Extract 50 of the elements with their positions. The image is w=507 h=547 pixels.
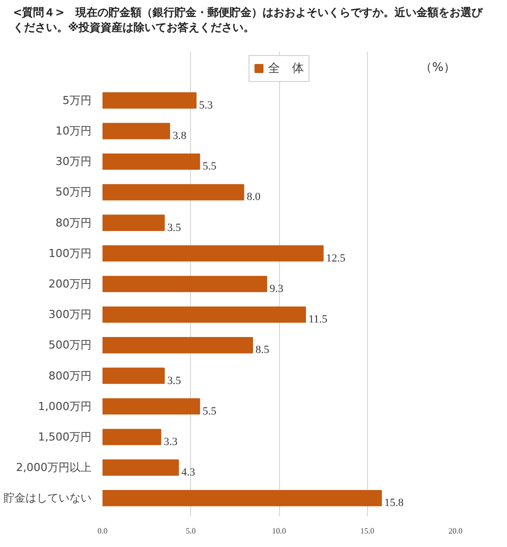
text: 8.0 bbox=[246, 191, 260, 204]
bar bbox=[102, 184, 244, 200]
y-tick-label: 500万円 bbox=[48, 338, 92, 352]
y-tick-label: 1,000万円 bbox=[38, 400, 92, 413]
bar bbox=[102, 459, 179, 476]
y-tick-label: 1,500万円 bbox=[38, 430, 92, 444]
text: 3.3 bbox=[164, 436, 178, 448]
text: 8.5 bbox=[256, 344, 270, 356]
y-tick-label: 300万円 bbox=[48, 308, 92, 321]
bar bbox=[102, 306, 306, 323]
text: 3.5 bbox=[167, 374, 182, 387]
bar bbox=[102, 276, 268, 292]
y-tick-label: 800万円 bbox=[48, 369, 92, 382]
bar bbox=[102, 367, 165, 384]
bar bbox=[102, 92, 197, 108]
text: 5.3 bbox=[199, 99, 213, 112]
y-tick-label: 80万円 bbox=[56, 216, 92, 230]
text: 11.5 bbox=[308, 313, 328, 326]
bar bbox=[102, 336, 254, 354]
y-tick-label: 50万円 bbox=[56, 186, 92, 199]
legend-label: 全 体 bbox=[268, 60, 304, 77]
y-tick-label: 2,000万円以上 bbox=[16, 460, 92, 474]
text: 5.5 bbox=[202, 405, 216, 418]
text: 5.5 bbox=[202, 160, 216, 172]
x-tick-label: 0.0 bbox=[98, 526, 108, 536]
chart-title: <質問４> 現在の貯金額（銀行貯金・郵便貯金）はおおよそいくらですか。近い金額をお選びください。※投資資産は除いてお答えください。 bbox=[13, 5, 484, 36]
text: 12.5 bbox=[326, 252, 346, 264]
text: 3.5 bbox=[167, 222, 182, 234]
y-tick-label: 30万円 bbox=[56, 154, 92, 168]
y-tick-label: 5万円 bbox=[62, 94, 92, 107]
x-tick-label: 5.0 bbox=[186, 526, 196, 536]
bar bbox=[102, 214, 165, 231]
bar bbox=[102, 245, 324, 262]
x-tick-label: 15.0 bbox=[360, 526, 374, 536]
bar bbox=[102, 428, 162, 445]
bar bbox=[102, 122, 170, 139]
x-axis-title: （%） bbox=[420, 60, 456, 74]
text: 9.3 bbox=[270, 282, 284, 295]
y-tick-label: 10万円 bbox=[56, 124, 92, 138]
x-tick-label: 20.0 bbox=[448, 526, 462, 536]
text: 15.8 bbox=[384, 496, 404, 509]
text: 3.8 bbox=[172, 130, 186, 142]
y-tick-label: 200万円 bbox=[48, 277, 92, 290]
bar bbox=[102, 153, 200, 170]
x-tick-label: 10.0 bbox=[272, 526, 286, 536]
text: 4.3 bbox=[181, 466, 196, 478]
bar bbox=[102, 398, 200, 414]
y-tick-label: 貯金はしていない bbox=[4, 491, 92, 504]
y-tick-label: 100万円 bbox=[48, 246, 92, 260]
bar bbox=[102, 490, 382, 506]
